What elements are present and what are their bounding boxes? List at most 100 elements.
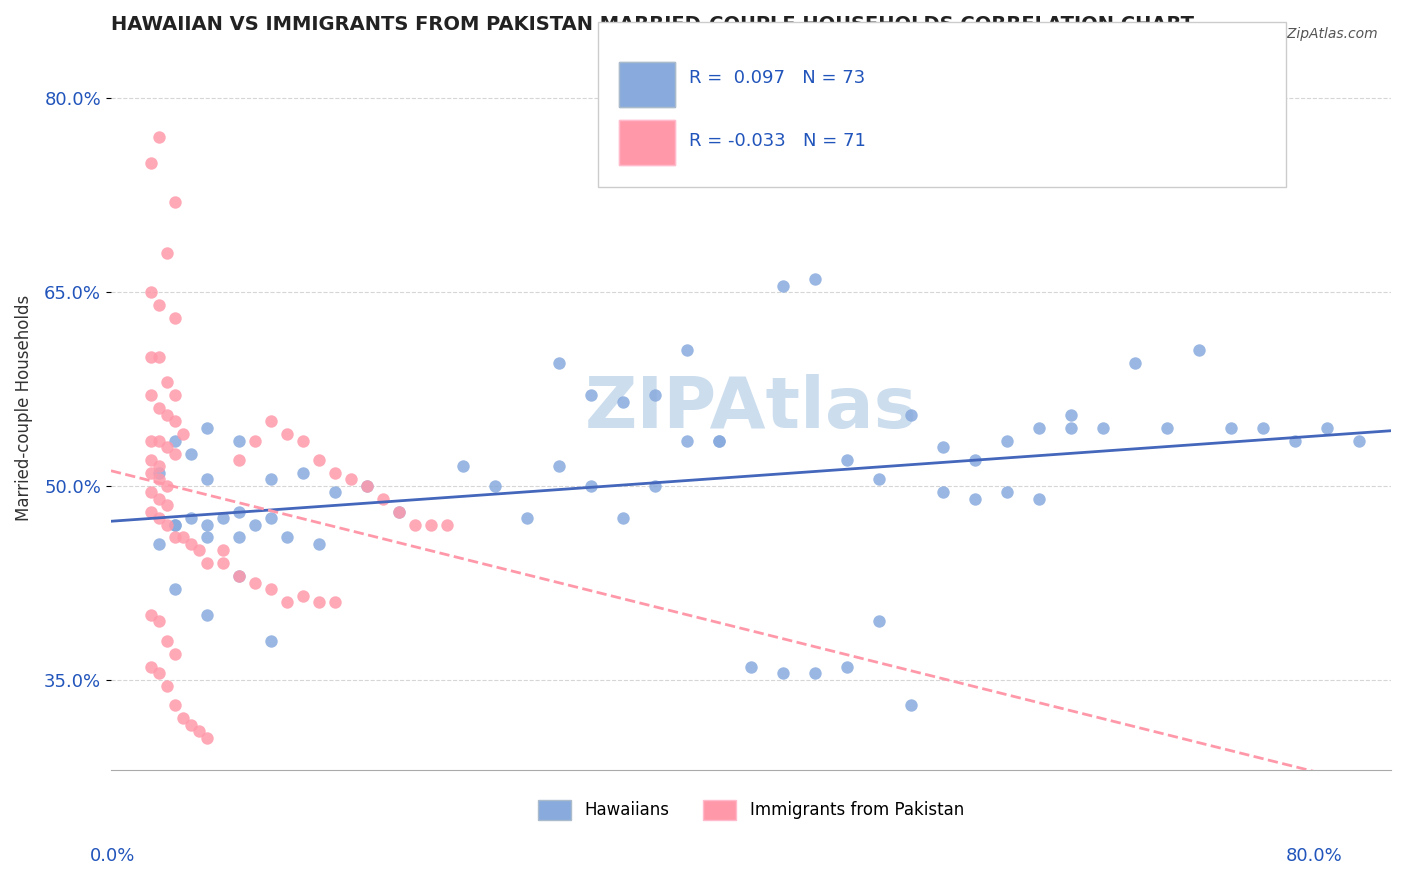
Point: [260, 472, 283, 486]
Point: [195, 420, 218, 434]
Point: [260, 633, 283, 648]
Text: R = -0.033   N = 71: R = -0.033 N = 71: [689, 132, 866, 150]
Point: [148, 615, 170, 629]
Point: [932, 485, 955, 500]
Point: [963, 491, 986, 506]
Point: [612, 395, 634, 409]
Point: [1188, 343, 1211, 358]
Point: [156, 479, 179, 493]
Point: [180, 718, 202, 732]
Point: [156, 679, 179, 693]
Point: [148, 472, 170, 486]
Point: [516, 511, 538, 525]
Point: [148, 130, 170, 145]
Point: [139, 607, 162, 622]
Point: [148, 491, 170, 506]
Point: [243, 434, 266, 448]
Point: [740, 659, 762, 673]
Point: [163, 388, 186, 402]
Point: [260, 511, 283, 525]
Point: [1060, 420, 1083, 434]
Point: [579, 388, 602, 402]
Point: [548, 356, 571, 370]
Point: [188, 543, 211, 558]
Point: [404, 517, 426, 532]
Point: [180, 511, 202, 525]
Point: [243, 575, 266, 590]
Point: [548, 459, 571, 474]
Point: [276, 531, 298, 545]
Point: [195, 607, 218, 622]
Point: [148, 459, 170, 474]
Point: [180, 446, 202, 460]
Point: [195, 472, 218, 486]
Point: [139, 453, 162, 467]
Point: [868, 472, 890, 486]
Point: [212, 557, 235, 571]
Point: [163, 531, 186, 545]
Point: [156, 633, 179, 648]
Point: [1060, 408, 1083, 422]
Point: [228, 569, 250, 583]
Point: [172, 531, 194, 545]
Point: [1156, 420, 1178, 434]
Point: [676, 343, 699, 358]
Point: [139, 466, 162, 480]
Point: [1220, 420, 1243, 434]
Point: [308, 453, 330, 467]
Point: [308, 595, 330, 609]
Point: [644, 388, 666, 402]
Point: [156, 498, 179, 512]
Point: [148, 511, 170, 525]
Point: [172, 427, 194, 442]
Point: [163, 582, 186, 596]
Point: [148, 666, 170, 681]
Text: Source: ZipAtlas.com: Source: ZipAtlas.com: [1230, 27, 1378, 41]
Legend: Hawaiians, Immigrants from Pakistan: Hawaiians, Immigrants from Pakistan: [531, 793, 970, 827]
Point: [188, 724, 211, 739]
Text: 80.0%: 80.0%: [1286, 847, 1343, 865]
Point: [228, 453, 250, 467]
Point: [163, 698, 186, 713]
Point: [772, 666, 794, 681]
Point: [148, 466, 170, 480]
Point: [835, 453, 858, 467]
Point: [139, 659, 162, 673]
Point: [260, 582, 283, 596]
Point: [212, 511, 235, 525]
Point: [772, 278, 794, 293]
Point: [172, 711, 194, 725]
Point: [228, 434, 250, 448]
Point: [323, 485, 346, 500]
Point: [1091, 420, 1114, 434]
Point: [451, 459, 474, 474]
Point: [340, 472, 363, 486]
Point: [195, 731, 218, 745]
Text: R =  0.097   N = 73: R = 0.097 N = 73: [689, 70, 865, 87]
Text: ZIPAtlas: ZIPAtlas: [585, 374, 917, 442]
Point: [436, 517, 458, 532]
Point: [163, 517, 186, 532]
Point: [868, 615, 890, 629]
Point: [276, 595, 298, 609]
Point: [1123, 356, 1146, 370]
Point: [612, 511, 634, 525]
Point: [139, 156, 162, 170]
Point: [163, 194, 186, 209]
Point: [195, 517, 218, 532]
Point: [163, 446, 186, 460]
Point: [243, 517, 266, 532]
Point: [139, 285, 162, 299]
Point: [195, 557, 218, 571]
Point: [156, 517, 179, 532]
Point: [804, 666, 827, 681]
Point: [228, 569, 250, 583]
Point: [148, 298, 170, 312]
Point: [148, 537, 170, 551]
Point: [1251, 420, 1274, 434]
Point: [1284, 434, 1306, 448]
Point: [1028, 491, 1050, 506]
Point: [163, 310, 186, 325]
Point: [323, 466, 346, 480]
Point: [323, 595, 346, 609]
